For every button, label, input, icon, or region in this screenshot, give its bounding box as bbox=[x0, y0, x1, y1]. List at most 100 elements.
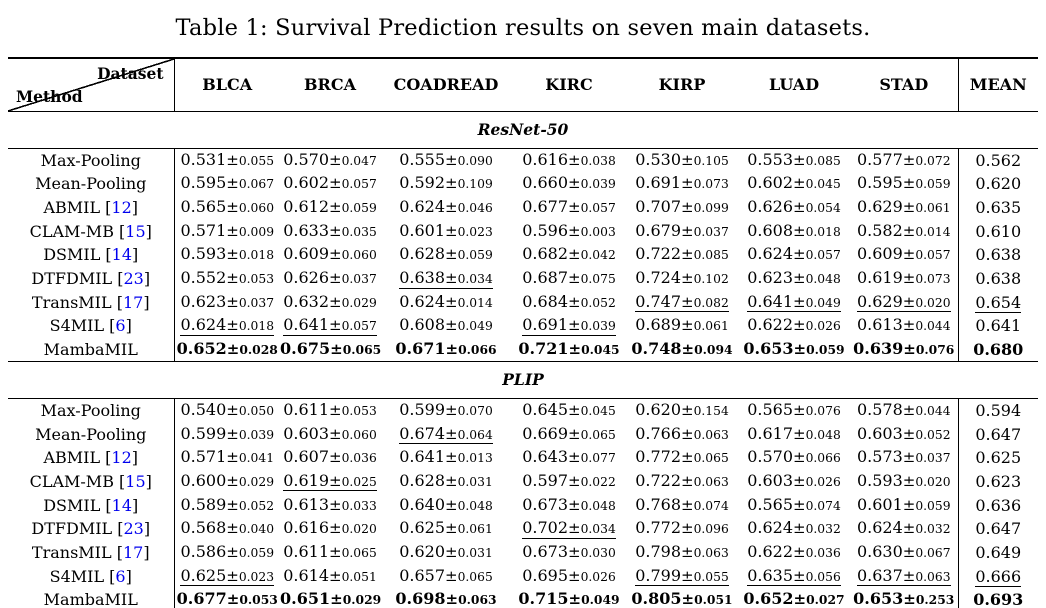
method-label: S4MIL bbox=[49, 566, 105, 586]
result-value: 0.582±0.014 bbox=[856, 220, 951, 240]
result-cell-coadread: 0.624±0.046 bbox=[380, 196, 512, 220]
result-value: 0.673±0.048 bbox=[522, 494, 616, 514]
citation-number[interactable]: 6 bbox=[115, 566, 126, 586]
result-value: 0.596±0.003 bbox=[522, 220, 616, 240]
table-body: ResNet-50 Max-Pooling 0.531±0.055 0.570±0.0… bbox=[8, 111, 1038, 608]
citation-number[interactable]: 15 bbox=[125, 471, 146, 491]
mean-cell: 0.680 bbox=[957, 338, 1038, 362]
result-value: 0.660±0.039 bbox=[522, 173, 616, 193]
citation-number[interactable]: 14 bbox=[111, 245, 133, 265]
result-value: 0.602±0.045 bbox=[747, 173, 841, 193]
method-cell: Max-Pooling bbox=[8, 398, 175, 423]
result-value: 0.589±0.052 bbox=[180, 494, 275, 514]
result-value: 0.568±0.040 bbox=[180, 518, 275, 538]
result-value: 0.640±0.048 bbox=[399, 494, 493, 514]
result-value: 0.682±0.042 bbox=[522, 244, 616, 264]
citation-link[interactable]: [15] bbox=[113, 221, 152, 241]
result-value: 0.633±0.035 bbox=[283, 220, 377, 240]
citation-link[interactable]: [15] bbox=[113, 471, 152, 491]
result-value: 0.620±0.154 bbox=[635, 399, 729, 419]
method-label: S4MIL bbox=[49, 316, 105, 336]
citation-link[interactable]: [14] bbox=[100, 495, 139, 515]
method-label: CLAM-MB bbox=[29, 471, 114, 491]
result-cell-kirc: 0.702±0.034 bbox=[512, 517, 626, 541]
table-row: DTFDMIL [23] 0.552±0.053 0.626±0.037 0.638±… bbox=[8, 267, 1038, 291]
result-cell-blca: 0.568±0.040 bbox=[174, 517, 280, 541]
result-cell-coadread: 0.640±0.048 bbox=[380, 494, 512, 518]
mean-value: 0.680 bbox=[973, 339, 1024, 359]
citation-link[interactable]: [6] bbox=[104, 566, 132, 586]
citation-number[interactable]: 14 bbox=[111, 495, 133, 515]
result-value: 0.641±0.049 bbox=[747, 291, 841, 313]
result-value: 0.721±0.045 bbox=[518, 339, 620, 359]
citation-link[interactable]: [23] bbox=[112, 519, 151, 539]
section-title-row: ResNet-50 bbox=[8, 111, 1038, 149]
result-value: 0.622±0.026 bbox=[747, 315, 841, 335]
result-value: 0.540±0.050 bbox=[180, 399, 275, 419]
column-header-stad: STAD bbox=[850, 57, 958, 112]
result-cell-blca: 0.677±0.053 bbox=[174, 588, 280, 608]
result-cell-stad: 0.582±0.014 bbox=[850, 220, 958, 244]
citation-link[interactable]: [6] bbox=[104, 316, 132, 336]
citation-number[interactable]: 15 bbox=[125, 221, 146, 241]
result-value: 0.565±0.074 bbox=[747, 494, 841, 514]
method-cell: CLAM-MB [15] bbox=[8, 469, 175, 494]
result-cell-stad: 0.613±0.044 bbox=[850, 314, 958, 338]
result-value: 0.617±0.048 bbox=[747, 423, 841, 443]
result-cell-kirc: 0.695±0.026 bbox=[512, 565, 626, 589]
mean-value: 0.654 bbox=[975, 292, 1022, 314]
result-cell-kirp: 0.766±0.063 bbox=[626, 423, 738, 447]
method-cell: ABMIL [12] bbox=[8, 446, 175, 470]
citation-link[interactable]: [17] bbox=[111, 292, 150, 312]
citation-link[interactable]: [12] bbox=[100, 197, 139, 217]
citation-number[interactable]: 12 bbox=[111, 448, 132, 468]
result-value: 0.552±0.053 bbox=[180, 268, 275, 288]
result-cell-stad: 0.619±0.073 bbox=[850, 267, 958, 291]
result-cell-kirp: 0.722±0.063 bbox=[626, 470, 738, 494]
citation-number[interactable]: 23 bbox=[123, 519, 144, 539]
method-label: Mean-Pooling bbox=[35, 174, 147, 194]
result-value: 0.608±0.018 bbox=[747, 220, 841, 240]
result-cell-blca: 0.625±0.023 bbox=[174, 565, 280, 589]
citation-link[interactable]: [17] bbox=[111, 543, 150, 563]
result-cell-blca: 0.652±0.028 bbox=[174, 338, 280, 362]
result-value: 0.599±0.039 bbox=[180, 423, 275, 443]
result-cell-coadread: 0.657±0.065 bbox=[380, 565, 512, 589]
method-cell: TransMIL [17] bbox=[8, 541, 175, 565]
citation-number[interactable]: 6 bbox=[115, 316, 126, 336]
citation-number[interactable]: 23 bbox=[123, 269, 144, 289]
citation-link[interactable]: [23] bbox=[112, 269, 151, 289]
result-value: 0.674±0.064 bbox=[399, 423, 493, 445]
result-value: 0.689±0.061 bbox=[635, 315, 729, 335]
result-cell-stad: 0.639±0.076 bbox=[850, 338, 958, 362]
citation-number[interactable]: 17 bbox=[122, 292, 144, 312]
result-value: 0.553±0.085 bbox=[747, 149, 841, 169]
result-value: 0.611±0.065 bbox=[283, 542, 377, 562]
result-cell-stad: 0.624±0.032 bbox=[850, 517, 958, 541]
result-cell-kirc: 0.616±0.038 bbox=[512, 148, 626, 172]
result-cell-coadread: 0.625±0.061 bbox=[380, 517, 512, 541]
citation-number[interactable]: 12 bbox=[111, 197, 132, 217]
citation-number[interactable]: 17 bbox=[122, 543, 144, 563]
result-value: 0.578±0.044 bbox=[856, 399, 951, 419]
mean-cell: 0.623 bbox=[957, 469, 1038, 494]
result-cell-coadread: 0.555±0.090 bbox=[380, 148, 512, 172]
result-value: 0.643±0.077 bbox=[522, 447, 616, 467]
result-cell-blca: 0.599±0.039 bbox=[174, 423, 280, 447]
mean-cell: 0.641 bbox=[957, 314, 1038, 339]
column-header-kirc: KIRC bbox=[512, 57, 626, 112]
mean-cell: 0.610 bbox=[957, 219, 1038, 244]
method-label: TransMIL bbox=[31, 292, 112, 312]
result-value: 0.571±0.009 bbox=[180, 220, 275, 240]
result-value: 0.595±0.059 bbox=[856, 173, 951, 193]
result-cell-kirp: 0.679±0.037 bbox=[626, 220, 738, 244]
citation-link[interactable]: [14] bbox=[100, 245, 139, 265]
result-cell-luad: 0.565±0.076 bbox=[738, 398, 850, 422]
result-cell-blca: 0.589±0.052 bbox=[174, 494, 280, 518]
result-value: 0.798±0.063 bbox=[635, 542, 729, 562]
method-label: DSMIL bbox=[43, 495, 101, 515]
result-cell-kirc: 0.645±0.045 bbox=[512, 398, 626, 422]
citation-link[interactable]: [12] bbox=[100, 448, 139, 468]
mean-cell: 0.638 bbox=[957, 243, 1038, 268]
mean-value: 0.594 bbox=[975, 400, 1022, 420]
